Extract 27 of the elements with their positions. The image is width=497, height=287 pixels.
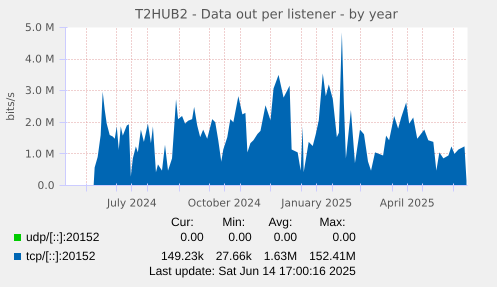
text: 1.63M (264, 249, 298, 264)
legend-label: tcp/[::]:20152 (26, 249, 96, 264)
chart-title: T2HUB2 - Data out per listener - by year (134, 8, 398, 22)
text: Cur: (170, 215, 195, 229)
text: Last update: Sat Jun 14 17:00:16 2025 (148, 264, 357, 278)
y-tick-label: 3.0 M (24, 84, 55, 98)
text: 27.66k (216, 249, 252, 264)
text: 0.00 (272, 229, 298, 246)
y-tick-label: 5.0 M (24, 21, 55, 34)
text: 0.00 (331, 229, 357, 246)
x-tick-label: October 2024 (188, 196, 262, 210)
legend-label: udp/[::]:20152 (25, 229, 100, 246)
y-axis-title: bits/s (4, 92, 17, 121)
y-tick-label: 1.0 M (24, 147, 55, 160)
y-tick-label: 4.0 M (24, 52, 55, 66)
text: 0.00 (179, 229, 205, 246)
y-tick-label: 2.0 M (24, 116, 55, 129)
text: 149.23k (161, 249, 204, 264)
x-tick-label: January 2025 (280, 196, 352, 210)
text: Min: (221, 215, 246, 229)
text: 0.00 (227, 229, 253, 246)
x-tick-label: April 2025 (380, 196, 435, 210)
y-tick-label: 0.0 (38, 179, 55, 192)
text: Avg: (268, 215, 294, 229)
text: 152.41M (309, 249, 356, 264)
text: Max: (318, 215, 346, 229)
x-tick-label: July 2024 (106, 196, 157, 210)
